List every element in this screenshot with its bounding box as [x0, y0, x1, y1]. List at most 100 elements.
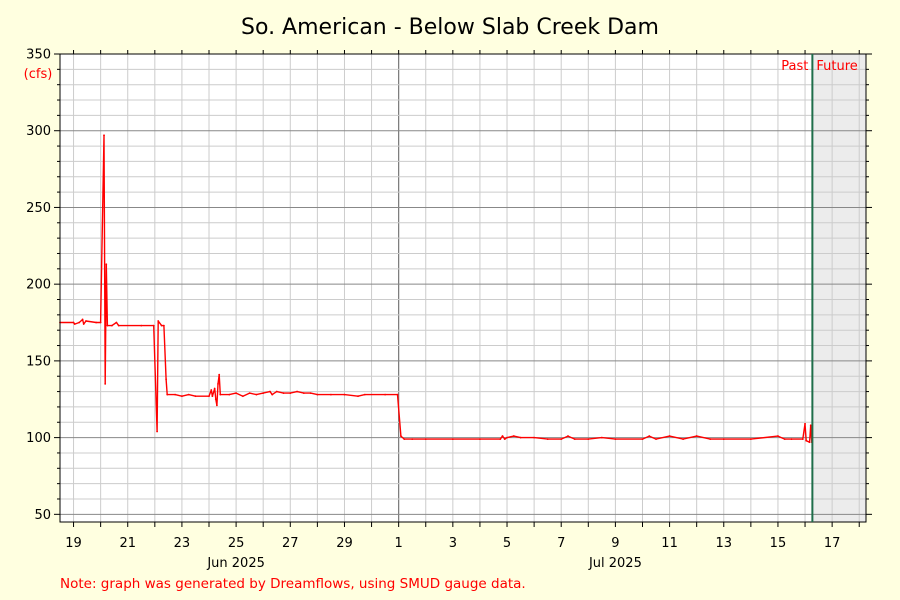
- x-tick-label: 27: [282, 536, 299, 551]
- y-tick-label: 350: [26, 48, 51, 63]
- x-tick-label: 21: [119, 536, 136, 551]
- data-point: [400, 435, 402, 437]
- data-point: [289, 392, 292, 395]
- data-point: [72, 321, 75, 324]
- data-point: [384, 393, 387, 396]
- data-point: [211, 395, 214, 398]
- x-tick-label: 11: [661, 536, 678, 551]
- data-point: [655, 438, 657, 441]
- data-point: [271, 393, 274, 396]
- data-point: [105, 263, 108, 266]
- data-point: [241, 395, 244, 398]
- data-point: [208, 395, 210, 398]
- data-point: [363, 393, 366, 396]
- y-tick-label: 200: [26, 278, 51, 293]
- data-point: [501, 435, 504, 437]
- data-point: [217, 383, 219, 385]
- data-point: [567, 435, 569, 437]
- data-point: [777, 435, 779, 437]
- data-point: [174, 393, 177, 396]
- data-point: [85, 320, 87, 322]
- data-point: [316, 393, 319, 396]
- data-point: [162, 324, 165, 327]
- data-point: [152, 324, 155, 327]
- data-point: [187, 393, 190, 396]
- plot-frame: [59, 53, 867, 523]
- data-point: [78, 321, 81, 324]
- series-layer: [59, 134, 813, 444]
- data-point: [805, 439, 808, 442]
- data-point: [275, 390, 278, 393]
- data-point: [104, 383, 107, 385]
- data-point: [95, 321, 98, 324]
- data-point: [722, 438, 725, 441]
- data-point: [81, 318, 84, 321]
- data-point: [262, 392, 265, 395]
- data-point: [682, 438, 685, 441]
- data-point: [255, 393, 258, 396]
- data-point: [506, 436, 508, 439]
- data-point: [411, 438, 414, 441]
- x-tick-label: 1: [395, 536, 403, 551]
- data-point: [181, 395, 183, 398]
- x-tick-label: 23: [174, 536, 191, 551]
- data-point: [503, 438, 506, 441]
- data-point: [111, 324, 113, 327]
- x-tick-label: 29: [336, 536, 353, 551]
- data-point: [804, 422, 806, 425]
- x-tick-label: 5: [503, 536, 511, 551]
- data-point: [115, 321, 118, 324]
- data-point: [600, 436, 603, 439]
- y-tick-label: 100: [26, 431, 51, 446]
- data-point: [140, 324, 143, 327]
- data-point: [343, 393, 346, 396]
- data-point: [219, 393, 222, 396]
- data-point: [99, 321, 102, 324]
- data-point: [302, 392, 305, 395]
- month-label: Jun 2025: [206, 556, 265, 571]
- data-point: [648, 435, 651, 437]
- data-point: [73, 323, 76, 325]
- data-point: [330, 393, 332, 396]
- x-tick-label: 25: [228, 536, 245, 551]
- data-point: [749, 438, 752, 441]
- data-point: [519, 436, 522, 439]
- x-tick-label: 7: [557, 536, 565, 551]
- data-point: [499, 438, 502, 441]
- data-point: [560, 438, 563, 441]
- data-point: [213, 387, 216, 390]
- data-point: [695, 435, 698, 437]
- data-point: [533, 436, 536, 439]
- data-point: [156, 430, 158, 433]
- data-point: [641, 438, 644, 441]
- data-point: [309, 392, 312, 395]
- data-point: [809, 424, 812, 427]
- data-point: [160, 324, 163, 327]
- data-point: [614, 438, 617, 441]
- x-tick-label: 15: [770, 536, 787, 551]
- data-point: [269, 390, 271, 393]
- series-line: [60, 134, 813, 443]
- data-point: [512, 435, 515, 437]
- data-point: [587, 438, 590, 441]
- data-point: [165, 378, 168, 381]
- data-point: [479, 438, 481, 441]
- data-point: [546, 438, 549, 441]
- future-region: [812, 54, 866, 522]
- data-point: [82, 323, 85, 325]
- x-tick-label: 17: [824, 536, 841, 551]
- data-point: [106, 324, 109, 327]
- x-tick-label: 13: [715, 536, 732, 551]
- x-tick-label: 3: [449, 536, 457, 551]
- data-point: [117, 324, 120, 327]
- data-point: [216, 404, 218, 407]
- data-point: [424, 438, 427, 441]
- source-note: Note: graph was generated by Dreamflows,…: [60, 576, 526, 592]
- y-axis-unit-label: (cfs): [24, 67, 53, 82]
- data-point: [709, 438, 712, 441]
- data-point: [235, 392, 238, 395]
- month-label: Jul 2025: [588, 556, 642, 571]
- data-point: [194, 395, 197, 398]
